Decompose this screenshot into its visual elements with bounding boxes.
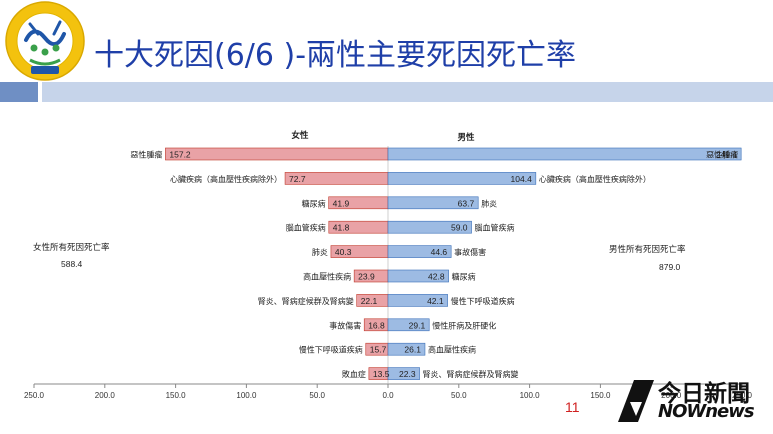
female-value-label: 15.7 [370, 345, 387, 355]
female-total-value: 588.4 [61, 259, 83, 269]
ministry-logo [5, 1, 85, 81]
male-bar [387, 245, 452, 258]
female-cause-label: 肺炎 [312, 248, 328, 257]
female-value-label: 23.9 [358, 272, 375, 282]
female-cause-label: 心臟疾病（高血壓性疾病除外） [170, 174, 282, 184]
female-cause-label: 惡性腫瘤 [130, 150, 162, 160]
male-value-label: 44.6 [431, 247, 448, 257]
male-value-label: 42.1 [427, 296, 444, 306]
x-tick-label: 0.0 [382, 391, 394, 400]
nownews-logo-icon [618, 380, 654, 422]
nownews-watermark: 今日新聞 NOWnews [612, 374, 772, 430]
female-bar [165, 147, 389, 161]
female-cause-label: 腎炎、腎病症候群及腎病變 [258, 296, 354, 306]
x-tick-label: 100.0 [520, 391, 541, 400]
female-cause-label: 慢性下呼吸道疾病 [299, 345, 363, 355]
male-bar [387, 172, 537, 185]
female-value-label: 16.8 [368, 320, 385, 330]
x-tick-label: 200.0 [95, 391, 116, 400]
male-cause-label: 慢性下呼吸道疾病 [451, 296, 515, 306]
male-header: 男性 [457, 132, 475, 143]
header-band [42, 82, 773, 102]
female-cause-label: 敗血症 [342, 369, 366, 379]
male-value-label: 59.0 [451, 223, 468, 233]
male-total-label: 男性所有死因死亡率 [609, 244, 686, 255]
x-tick-label: 250.0 [732, 391, 753, 400]
male-bar [387, 269, 449, 283]
male-value-label: 26.1 [404, 345, 421, 355]
male-cause-label: 事故傷害 [454, 247, 486, 257]
watermark-line2: NOWnews [658, 401, 755, 422]
female-cause-label: 糖尿病 [302, 198, 326, 208]
male-cause-label: 肺炎 [481, 199, 497, 208]
female-value-label: 40.3 [335, 247, 352, 257]
male-bar [387, 294, 448, 307]
x-tick-label: 150.0 [166, 391, 187, 400]
male-value-label: 42.8 [428, 272, 445, 282]
page-number: 11 [565, 399, 580, 415]
male-cause-label: 高血壓性疾病 [428, 345, 476, 355]
x-tick-label: 100.0 [236, 391, 257, 400]
female-value-label: 41.9 [333, 198, 350, 208]
male-bar [387, 147, 742, 161]
female-cause-label: 事故傷害 [329, 320, 361, 330]
male-bar [387, 318, 430, 332]
male-value-label: 249.4 [716, 150, 738, 160]
male-bar [387, 342, 426, 356]
female-cause-label: 高血壓性疾病 [303, 272, 351, 282]
male-value-label: 104.4 [511, 174, 533, 184]
x-tick-label: 200.0 [661, 391, 682, 400]
female-value-label: 13.5 [373, 369, 390, 379]
male-cause-label: 慢性肝病及肝硬化 [432, 320, 496, 330]
male-bar [387, 367, 420, 380]
male-total-value: 879.0 [659, 262, 681, 272]
x-tick-label: 50.0 [451, 391, 467, 400]
x-axis: 250.0 200.0 150.0 100.0 50.0 0.0 50.0 100.0 150.… [24, 146, 753, 400]
male-cause-label: 腎炎、腎病症候群及腎病變 [423, 369, 519, 379]
female-value-label: 41.8 [333, 223, 350, 233]
female-header: 女性 [291, 130, 309, 141]
male-value-label: 22.3 [399, 369, 416, 379]
male-cause-label: 惡性腫瘤 [706, 150, 738, 160]
x-tick-label: 250.0 [24, 391, 45, 400]
male-cause-label: 腦血管疾病 [475, 223, 515, 233]
bars [165, 147, 742, 380]
male-value-label: 29.1 [409, 320, 426, 330]
male-bar [387, 196, 479, 210]
male-value-label: 63.7 [458, 198, 475, 208]
male-bar [387, 220, 472, 234]
female-value-label: 157.2 [169, 150, 191, 160]
x-tick-label: 50.0 [309, 391, 325, 400]
page-title: 十大死因(6/6 )-兩性主要死因死亡率 [94, 38, 577, 73]
female-total-label: 女性所有死因死亡率 [33, 242, 110, 253]
female-cause-label: 腦血管疾病 [286, 223, 326, 233]
male-cause-label: 心臟疾病（高血壓性疾病除外） [539, 174, 651, 184]
female-value-label: 22.1 [361, 296, 378, 306]
male-cause-label: 糖尿病 [452, 272, 476, 282]
header-band-accent [0, 82, 38, 102]
female-value-label: 72.7 [289, 174, 306, 184]
x-tick-label: 150.0 [590, 391, 611, 400]
watermark-line1: 今日新聞 [658, 381, 750, 407]
